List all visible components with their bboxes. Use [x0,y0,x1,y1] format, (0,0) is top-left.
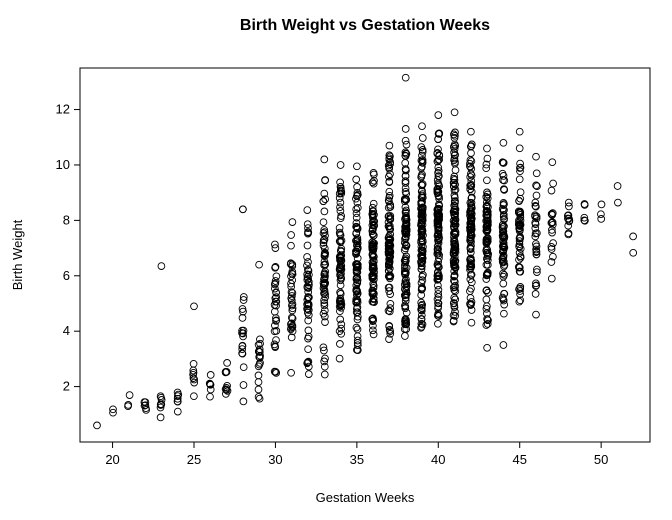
x-tick-label: 25 [187,452,201,467]
x-tick-label: 40 [431,452,445,467]
y-tick-label: 6 [63,268,70,283]
y-tick-label: 10 [56,157,70,172]
y-tick-label: 2 [63,379,70,394]
scatter-chart: Birth Weight vs Gestation Weeks Gestation… [0,0,672,520]
plot-frame [80,68,650,442]
y-axis-label: Birth Weight [10,219,25,290]
y-tick-label: 4 [63,323,70,338]
chart-svg: Birth Weight vs Gestation Weeks Gestation… [0,0,672,520]
x-axis-label: Gestation Weeks [316,490,415,505]
y-tick-label: 8 [63,212,70,227]
x-tick-label: 30 [268,452,282,467]
x-tick-label: 35 [350,452,364,467]
y-tick-label: 12 [56,102,70,117]
x-tick-label: 45 [512,452,526,467]
scatter-points [94,74,637,429]
x-tick-label: 20 [105,452,119,467]
x-tick-label: 50 [594,452,608,467]
chart-title: Birth Weight vs Gestation Weeks [240,17,490,34]
